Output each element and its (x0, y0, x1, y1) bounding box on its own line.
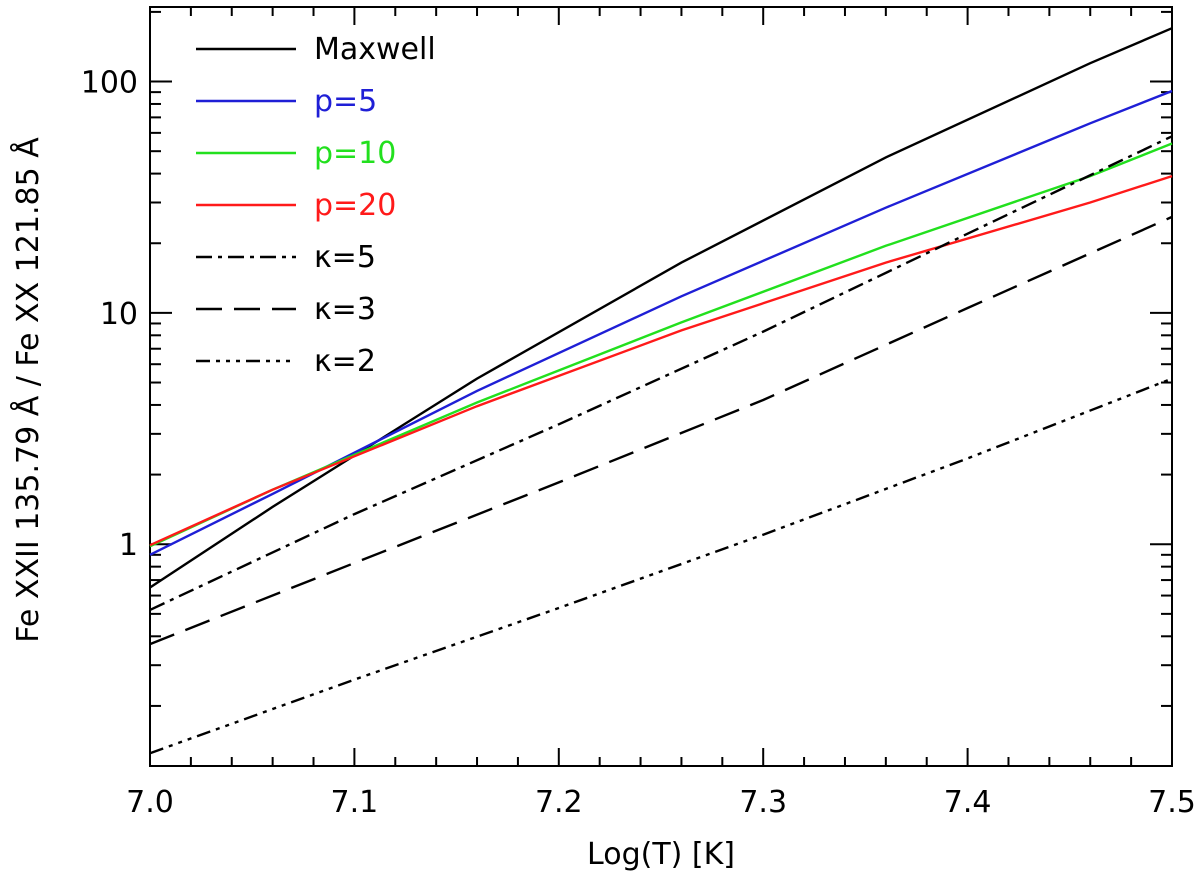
axis-ticks: 7.0 7.1 7.2 7.3 7.4 7.5 1 10 100 (81, 7, 1196, 820)
series-lines (149, 27, 1173, 755)
legend-label: κ=3 (314, 292, 376, 327)
series-line-6 (149, 377, 1173, 755)
x-tick-label: 7.0 (126, 785, 174, 820)
legend: Maxwell p=5 p=10 p=20 κ=5 κ=3 κ=2 (196, 32, 436, 379)
legend-label: p=20 (314, 188, 396, 223)
legend-label: κ=2 (314, 344, 376, 379)
x-tick-label: 7.2 (535, 785, 583, 820)
legend-label: p=5 (314, 84, 377, 119)
legend-label: κ=5 (314, 240, 376, 275)
series-line-1 (149, 89, 1173, 556)
series-line-5 (149, 215, 1173, 646)
series-line-0 (149, 27, 1173, 589)
x-tick-label: 7.5 (1148, 785, 1196, 820)
series-line-4 (149, 135, 1173, 611)
y-tick-label: 10 (100, 297, 138, 332)
plot-frame (149, 6, 1173, 767)
y-tick-label: 100 (81, 66, 138, 101)
legend-label: p=10 (314, 136, 396, 171)
legend-label: Maxwell (314, 32, 436, 67)
y-axis-title: Fe XXII 135.79 Å / Fe XX 121.85 Å (10, 137, 46, 643)
series-line-3 (149, 174, 1173, 547)
x-tick-label: 7.4 (944, 785, 992, 820)
y-tick-label: 1 (119, 528, 138, 563)
series-line-2 (149, 142, 1173, 548)
x-axis-title: Log(T) [K] (587, 837, 735, 872)
x-tick-label: 7.1 (331, 785, 379, 820)
x-tick-label: 7.3 (739, 785, 787, 820)
